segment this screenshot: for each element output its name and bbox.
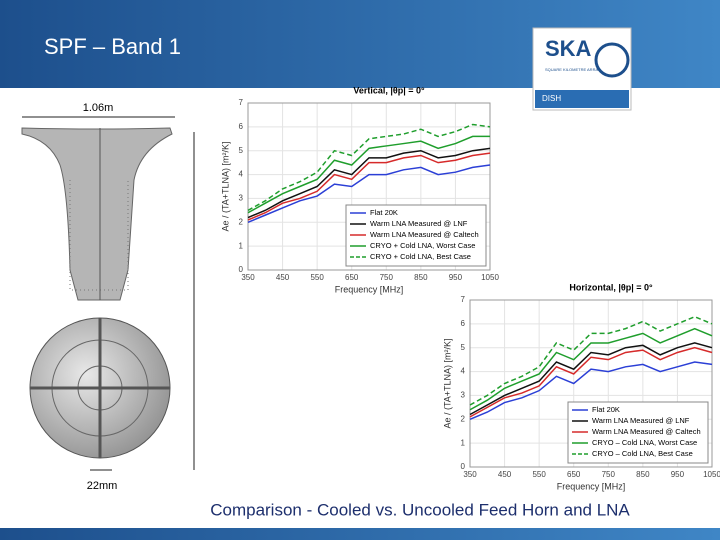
x-tick-label: 750 xyxy=(602,470,616,479)
series-line xyxy=(469,346,713,418)
slide-title: SPF – Band 1 xyxy=(44,34,181,59)
height-label: 1.06m xyxy=(83,102,114,114)
width-label: 22mm xyxy=(87,480,118,492)
x-tick-label: 850 xyxy=(414,273,428,282)
y-tick-label: 1 xyxy=(461,438,466,447)
series-line xyxy=(469,342,713,416)
y-tick-label: 4 xyxy=(239,170,244,179)
x-tick-label: 950 xyxy=(449,273,463,282)
legend-label: CRYO – Cold LNA, Best Case xyxy=(592,449,693,458)
x-tick-label: 350 xyxy=(463,470,477,479)
y-tick-label: 5 xyxy=(461,343,466,352)
series-line xyxy=(247,147,491,219)
x-tick-label: 850 xyxy=(636,470,650,479)
series-line xyxy=(247,123,491,212)
y-tick-label: 2 xyxy=(239,217,244,226)
logo-tagline: SQUARE KILOMETRE ARRAY xyxy=(545,67,601,72)
x-tick-label: 750 xyxy=(380,273,394,282)
legend-label: Warm LNA Measured @ LNF xyxy=(592,416,690,425)
x-axis-label: Frequency [MHz] xyxy=(335,284,404,294)
series-line xyxy=(469,327,713,411)
chart-title: Horizontal, |θp| = 0° xyxy=(569,282,653,292)
y-tick-label: 2 xyxy=(461,414,466,423)
legend-label: Flat 20K xyxy=(370,208,398,217)
legend-label: Warm LNA Measured @ Caltech xyxy=(370,230,479,239)
legend-label: Flat 20K xyxy=(592,405,620,414)
series-line xyxy=(247,135,490,214)
horn-drawing: 1.06m 22mm xyxy=(21,102,195,492)
plot-frame xyxy=(469,299,713,468)
y-tick-label: 7 xyxy=(461,295,466,304)
series-line xyxy=(247,164,491,223)
x-tick-label: 350 xyxy=(241,273,255,282)
y-axis-label: Ae / (TA+TLNA) [m²/K] xyxy=(220,141,230,231)
logo-name: SKA xyxy=(545,36,592,61)
legend-label: CRYO + Cold LNA, Best Case xyxy=(370,252,471,261)
legend-label: CRYO + Cold LNA, Worst Case xyxy=(370,241,475,250)
x-tick-label: 950 xyxy=(671,470,685,479)
legend-label: Warm LNA Measured @ LNF xyxy=(370,219,468,228)
series-line xyxy=(469,361,713,420)
y-tick-label: 0 xyxy=(239,265,244,274)
x-tick-label: 1050 xyxy=(703,470,720,479)
legend-box xyxy=(567,401,709,464)
x-tick-label: 550 xyxy=(310,273,324,282)
y-tick-label: 5 xyxy=(239,146,244,155)
x-tick-label: 650 xyxy=(567,470,581,479)
x-tick-label: 550 xyxy=(532,470,546,479)
legend-label: CRYO – Cold LNA, Worst Case xyxy=(592,438,697,447)
chart: 0 1 2 3 4 5 6 7 350 450 550 650 750 850 950 1050 Horizon… xyxy=(442,282,720,491)
x-axis-label: Frequency [MHz] xyxy=(557,481,626,491)
x-tick-label: 1050 xyxy=(481,273,499,282)
x-tick-label: 650 xyxy=(345,273,359,282)
y-tick-label: 4 xyxy=(461,367,466,376)
chart: 0 1 2 3 4 5 6 7 350 450 550 650 750 850 950 1050 Vertica… xyxy=(220,85,499,294)
legend-label: Warm LNA Measured @ Caltech xyxy=(592,427,701,436)
plot-frame xyxy=(247,102,491,271)
y-tick-label: 1 xyxy=(239,241,244,250)
logo-icon xyxy=(594,42,630,78)
x-tick-label: 450 xyxy=(276,273,290,282)
y-tick-label: 0 xyxy=(461,462,466,471)
y-tick-label: 6 xyxy=(461,319,466,328)
chart-title: Vertical, |θp| = 0° xyxy=(353,85,425,95)
logo-strip xyxy=(535,90,629,108)
caption: Comparison - Cooled vs. Uncooled Feed Ho… xyxy=(210,500,630,519)
logo-unit: DISH xyxy=(542,94,561,103)
y-tick-label: 3 xyxy=(239,194,244,203)
footer-band xyxy=(0,528,720,540)
y-axis-label: Ae / (TA+TLNA) [m²/K] xyxy=(442,338,452,428)
x-tick-label: 450 xyxy=(498,470,512,479)
y-tick-label: 6 xyxy=(239,122,244,131)
y-tick-label: 7 xyxy=(239,98,244,107)
y-tick-label: 3 xyxy=(461,391,466,400)
series-line xyxy=(247,152,491,221)
legend-box xyxy=(345,204,487,267)
